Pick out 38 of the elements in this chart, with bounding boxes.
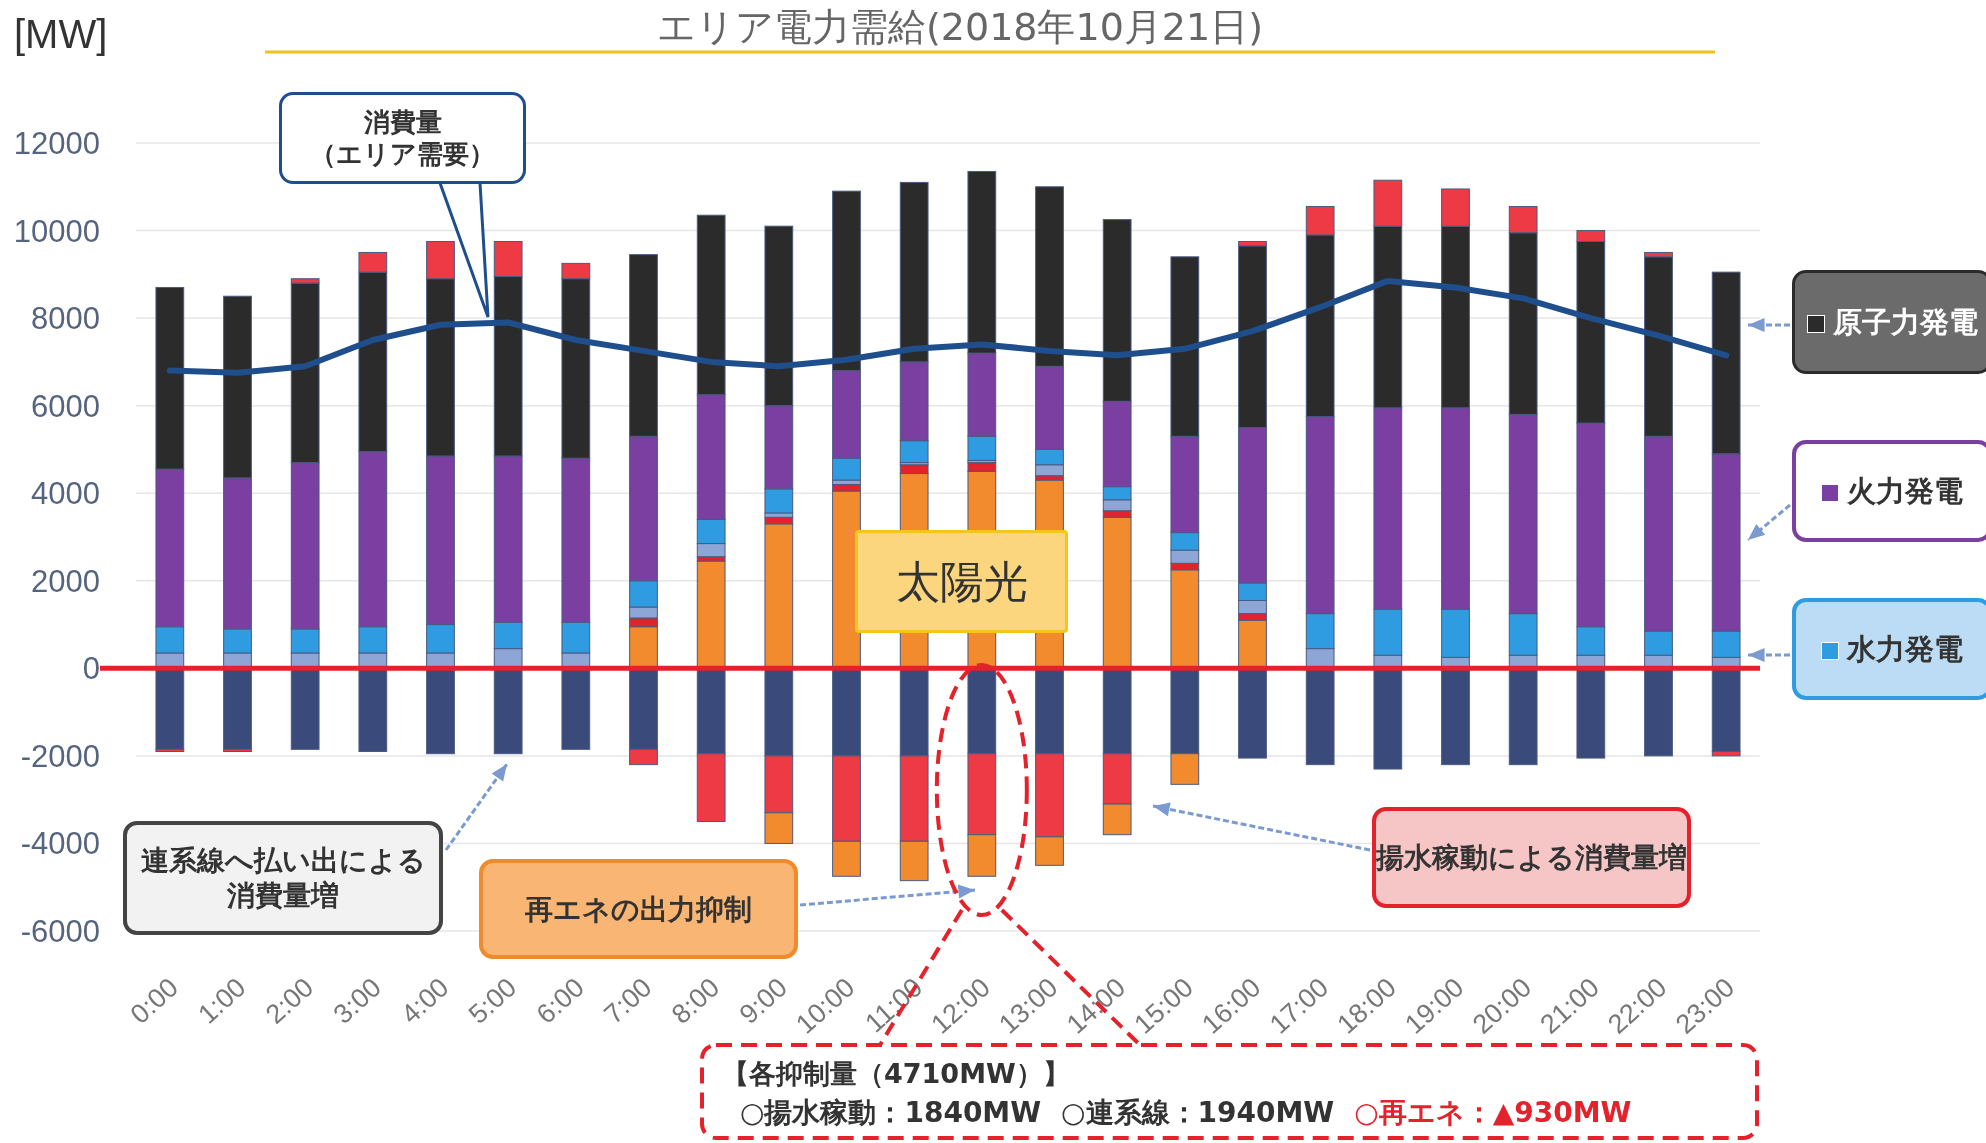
x-tick-label: 7:00 [598, 972, 658, 1030]
legend-label: 原子力発電 [1831, 303, 1978, 341]
chart-title: エリア電力需給(2018年10月21日) [656, 5, 1264, 49]
annotation: 連系線へ払い出による消費量増 [139, 843, 427, 913]
y-axis-title: [MW] [14, 12, 108, 56]
text: 【各抑制量（4710MW）】 [722, 1058, 1070, 1089]
callout-series: 火力発電 [1792, 440, 1986, 542]
y-tick-label: 8000 [31, 301, 100, 337]
text: ○再エネ：▲930MW [1354, 1096, 1632, 1129]
bar [696, 560, 726, 669]
series-label: 太陽光 [895, 555, 1028, 609]
annotation: 再エネの出力抑制 [525, 891, 752, 927]
callout-series: 原子力発電 [1792, 270, 1986, 374]
y-tick-label: 12000 [13, 126, 100, 161]
y-tick-label: -4000 [20, 826, 100, 862]
annotation: 揚水稼動による消費量増 [1376, 840, 1687, 875]
x-tick-label: 9:00 [733, 972, 793, 1030]
x-tick-label: 8:00 [666, 972, 726, 1030]
callout-series: 太陽光 [855, 530, 1068, 633]
y-tick-label: 6000 [31, 388, 100, 424]
text: ○連系線：1940MW [1061, 1096, 1335, 1129]
x-tick-label: 5:00 [463, 972, 523, 1030]
y-tick-label: 0 [82, 651, 100, 687]
x-tick-label: 2:00 [260, 972, 320, 1030]
y-tick-label: 4000 [31, 476, 100, 512]
text: ○揚水稼動：1840MW [740, 1096, 1042, 1129]
x-tick-label: 3:00 [327, 972, 387, 1030]
x-tick-label: 0:00 [124, 972, 184, 1030]
legend-label: 水力発電 [1845, 630, 1963, 668]
y-tick-label: -2000 [20, 738, 100, 774]
x-tick-label: 1:00 [192, 972, 252, 1030]
y-tick-label: -6000 [20, 914, 100, 949]
x-tick-label: 4:00 [395, 972, 455, 1030]
legend-label: 火力発電 [1846, 472, 1963, 510]
y-tick-label: 2000 [31, 563, 100, 599]
callout-series: 水力発電 [1792, 598, 1986, 700]
x-tick-label: 6:00 [530, 972, 590, 1030]
y-tick-label: 10000 [13, 213, 100, 249]
